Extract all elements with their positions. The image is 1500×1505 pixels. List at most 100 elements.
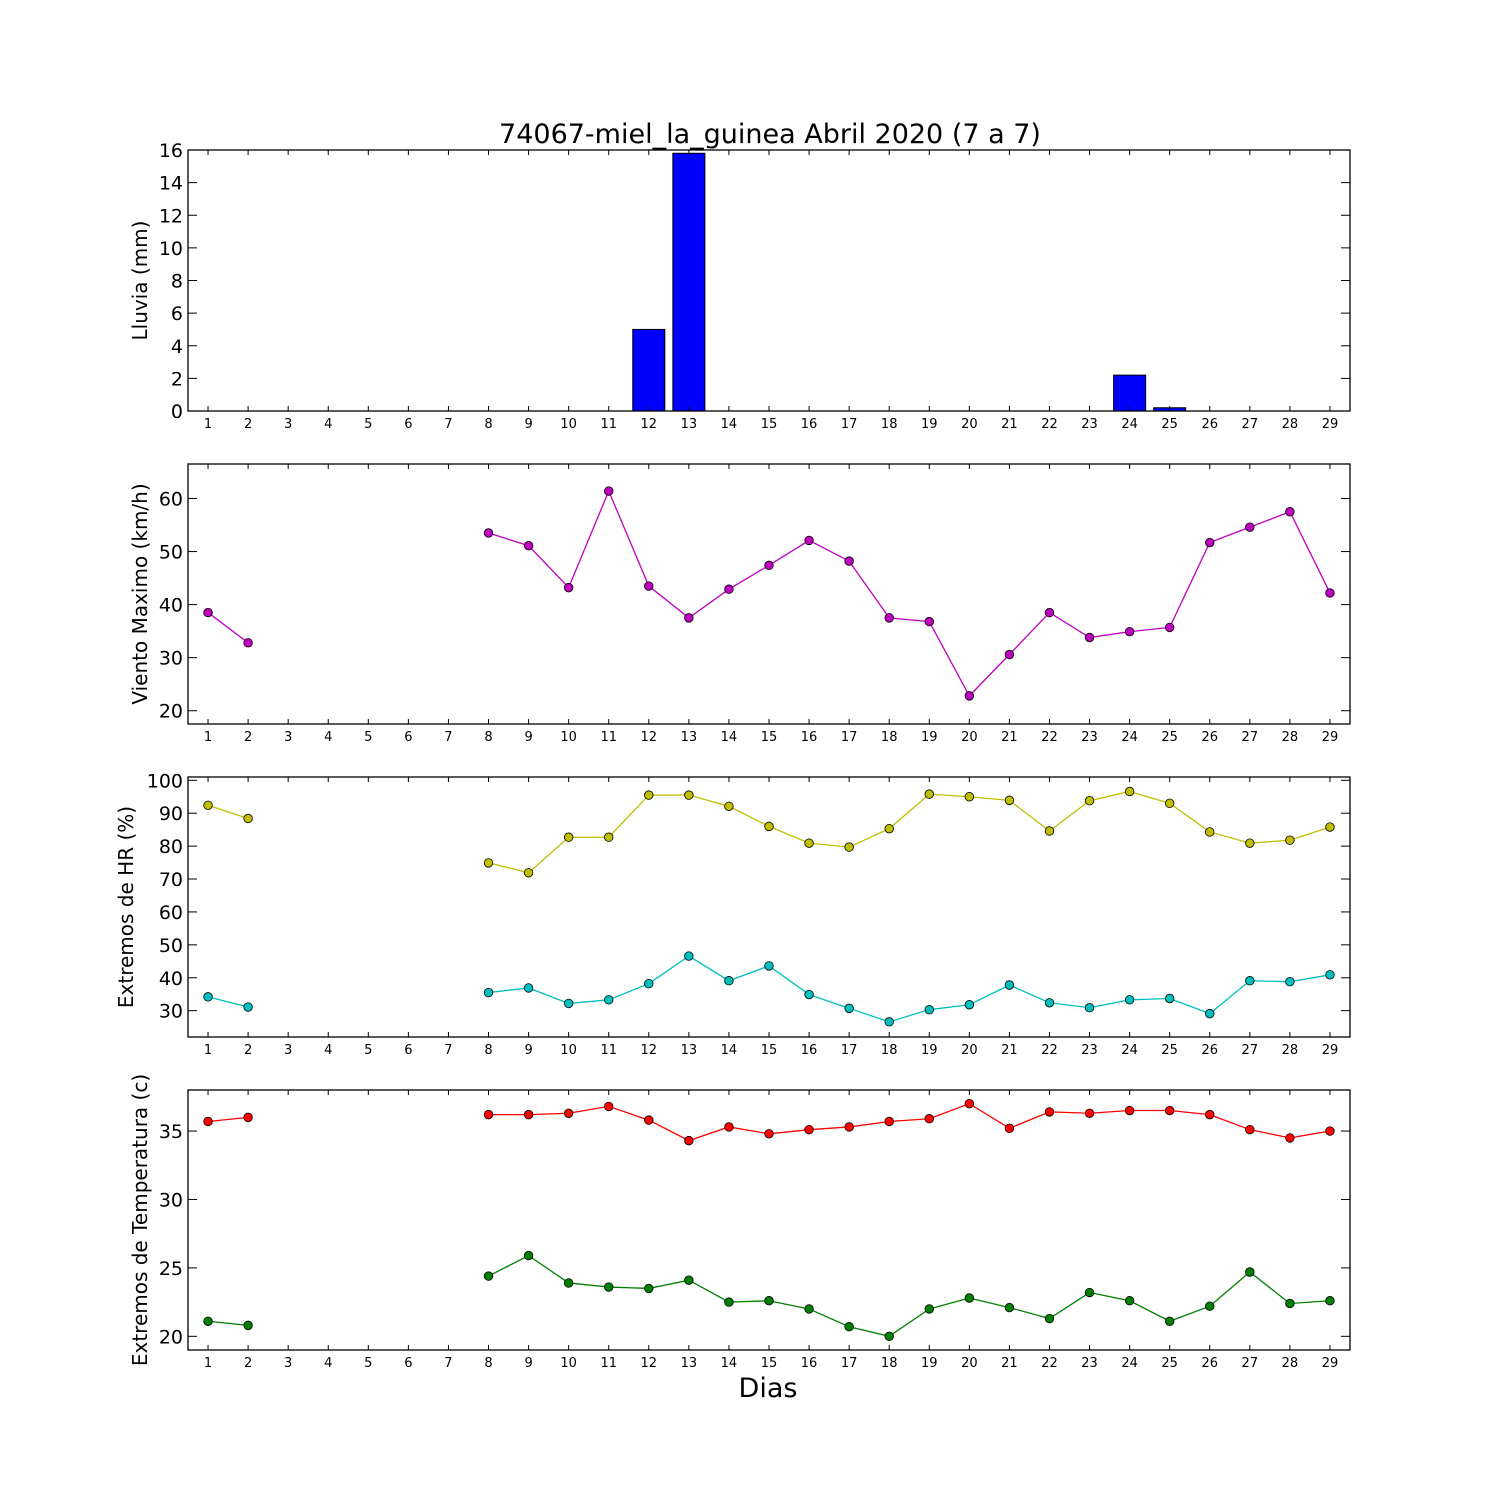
y-tick-label: 100 <box>147 770 183 792</box>
x-tick-label: 8 <box>484 417 492 432</box>
x-tick-label: 13 <box>681 1356 698 1371</box>
y-tick-label: 25 <box>159 1258 183 1280</box>
x-tick-label: 11 <box>600 1043 617 1058</box>
x-tick-label: 15 <box>761 1356 778 1371</box>
x-tick-label: 1 <box>204 730 212 745</box>
x-tick-label: 25 <box>1161 1356 1178 1371</box>
x-tick-label: 26 <box>1201 417 1218 432</box>
series-1-point-day-15 <box>764 1129 774 1139</box>
series-1-point-day-17 <box>844 556 854 566</box>
panel-2: 1 2 3 4 5 6 7 8 9 10 11 12 13 14 15 16 17 18 19 20 21 22 23 24 2… <box>128 463 1351 745</box>
series-1-point-day-20 <box>964 1098 975 1109</box>
series-1-point-day-18 <box>884 823 894 834</box>
x-tick-label: 7 <box>444 730 452 745</box>
series-1-point-day-16 <box>804 838 814 848</box>
series-2-point-day-8 <box>483 987 494 998</box>
series-1-point-day-29 <box>1325 588 1335 598</box>
series-2-point-day-22 <box>1044 1313 1055 1324</box>
x-tick-label: 6 <box>404 730 412 745</box>
series-1-point-day-28 <box>1285 1133 1295 1143</box>
y-tick-label: 60 <box>159 488 183 510</box>
x-tick-label: 22 <box>1041 1356 1058 1371</box>
plot-frame <box>187 463 1351 725</box>
chart-title: 74067-miel_la_guinea Abril 2020 (7 a 7) <box>499 119 1041 150</box>
series-1-point-day-14 <box>724 584 734 594</box>
x-tick-label: 3 <box>284 730 292 745</box>
series-2-point-day-20 <box>964 1000 975 1010</box>
plot-frame <box>187 149 1351 412</box>
x-tick-label: 11 <box>600 730 617 745</box>
x-tick-label: 12 <box>641 730 658 745</box>
x-tick-label: 16 <box>801 1356 818 1371</box>
x-tick-label: 28 <box>1282 417 1299 432</box>
x-tick-label: 4 <box>324 730 332 745</box>
series-1-point-day-8 <box>483 528 494 538</box>
x-tick-label: 26 <box>1201 1356 1218 1371</box>
series-1-point-day-21 <box>1004 649 1015 660</box>
series-2-point-day-13 <box>684 951 694 961</box>
series-1-point-day-13 <box>684 790 694 800</box>
x-tick-label: 20 <box>961 417 978 432</box>
y-tick-label: 0 <box>171 401 183 423</box>
series-2-point-day-16 <box>804 989 814 1000</box>
series-1-line-2 <box>488 790 1331 874</box>
series-1-point-day-27 <box>1245 522 1255 532</box>
x-tick-label: 12 <box>641 417 658 432</box>
x-tick-label: 29 <box>1322 1356 1339 1371</box>
x-tick-label: 8 <box>484 1356 492 1371</box>
y-tick-label: 60 <box>159 902 183 924</box>
series-1-point-day-19 <box>924 616 934 627</box>
y-tick-label: 50 <box>159 935 183 957</box>
series-1-point-day-2 <box>243 1112 253 1123</box>
y-axis-label: Extremos de HR (%) <box>114 806 138 1008</box>
series-1-point-day-17 <box>844 842 854 852</box>
series-1-point-day-10 <box>563 1108 574 1118</box>
x-tick-label: 10 <box>560 417 577 432</box>
x-tick-label: 7 <box>444 417 452 432</box>
x-tick-label: 6 <box>404 1356 412 1371</box>
x-tick-label: 26 <box>1201 1043 1218 1058</box>
y-tick-label: 20 <box>159 701 183 723</box>
x-tick-label: 10 <box>560 1043 577 1058</box>
x-tick-label: 19 <box>921 730 938 745</box>
x-tick-label: 14 <box>721 730 738 745</box>
series-1-point-day-12 <box>644 790 654 800</box>
x-tick-label: 5 <box>364 417 372 432</box>
x-tick-label: 13 <box>681 1043 698 1058</box>
x-tick-label: 25 <box>1161 1043 1178 1058</box>
x-tick-label: 8 <box>484 1043 492 1058</box>
x-tick-label: 3 <box>284 1356 292 1371</box>
panel-1: 1 2 3 4 5 6 7 8 9 10 11 12 13 14 15 16 17 18 19 20 21 22 23 24 2… <box>128 140 1351 432</box>
series-1-point-day-26 <box>1205 1109 1215 1120</box>
plot-frame <box>187 776 1351 1038</box>
series-2-line-1 <box>207 996 249 1008</box>
x-tick-label: 22 <box>1041 1043 1058 1058</box>
series-1-point-day-10 <box>563 832 574 842</box>
series-1-point-day-20 <box>964 691 975 701</box>
series-1-point-day-14 <box>724 801 734 811</box>
series-1-point-day-11 <box>604 486 614 496</box>
series-1-point-day-2 <box>243 638 253 648</box>
x-tick-label: 20 <box>961 1043 978 1058</box>
series-1-point-day-16 <box>804 535 814 546</box>
series-1-point-day-22 <box>1044 1107 1055 1117</box>
series-1-point-day-13 <box>684 613 694 623</box>
y-axis-label: Lluvia (mm) <box>128 221 152 341</box>
series-1-line-2 <box>488 1102 1331 1142</box>
y-tick-label: 80 <box>159 836 183 858</box>
panel-4: 1 2 3 4 5 6 7 8 9 10 11 12 13 14 15 16 17 18 19 20 21 22 23 24 2… <box>128 1074 1351 1371</box>
series-1-point-day-12 <box>644 1115 654 1125</box>
x-tick-label: 14 <box>721 1043 738 1058</box>
series-1-point-day-27 <box>1245 1124 1255 1135</box>
y-tick-label: 2 <box>171 368 183 390</box>
x-tick-label: 6 <box>404 417 412 432</box>
y-tick-label: 30 <box>159 1001 183 1023</box>
series-2-line-1 <box>207 1320 249 1327</box>
x-tick-label: 15 <box>761 730 778 745</box>
series-1-point-day-25 <box>1164 622 1175 633</box>
series-2-point-day-22 <box>1044 998 1055 1008</box>
x-tick-label: 13 <box>681 730 698 745</box>
series-2-point-day-15 <box>764 961 774 971</box>
